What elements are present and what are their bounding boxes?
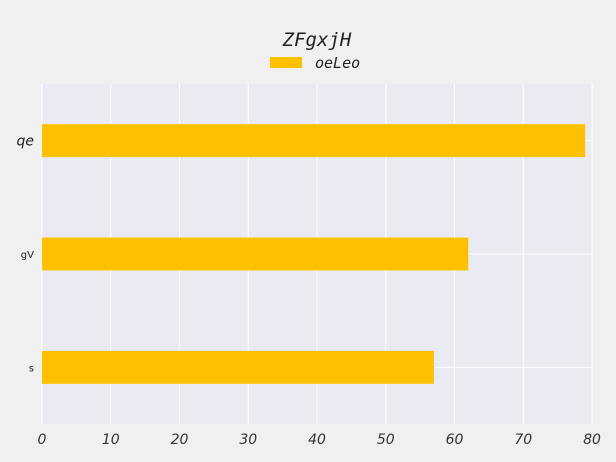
y-tick-label: gV: [21, 250, 34, 261]
x-axis-ticks: 0 10 20 30 40 50 60 70 80: [38, 432, 601, 448]
x-tick-label: 20: [171, 432, 189, 448]
y-tick-label: s: [29, 363, 34, 374]
x-tick-label: 10: [102, 432, 120, 448]
x-tick-label: 0: [38, 432, 47, 448]
chart-title: ZFgxjH: [282, 29, 352, 51]
legend-swatch: [270, 57, 302, 68]
x-tick-label: 50: [377, 432, 395, 448]
x-tick-label: 70: [514, 432, 532, 448]
legend: oeLeo: [270, 54, 360, 72]
bar-qe: [42, 124, 586, 158]
x-tick-label: 80: [583, 432, 601, 448]
y-axis-ticks: qe gV s: [17, 134, 35, 375]
y-tick-label: qe: [17, 134, 35, 150]
legend-label: oeLeo: [315, 54, 360, 72]
bar-gV: [42, 237, 469, 271]
bar-s: [42, 350, 434, 384]
bars: [42, 124, 586, 384]
x-tick-label: 40: [308, 432, 326, 448]
x-tick-label: 30: [239, 432, 257, 448]
x-tick-label: 60: [446, 432, 464, 448]
